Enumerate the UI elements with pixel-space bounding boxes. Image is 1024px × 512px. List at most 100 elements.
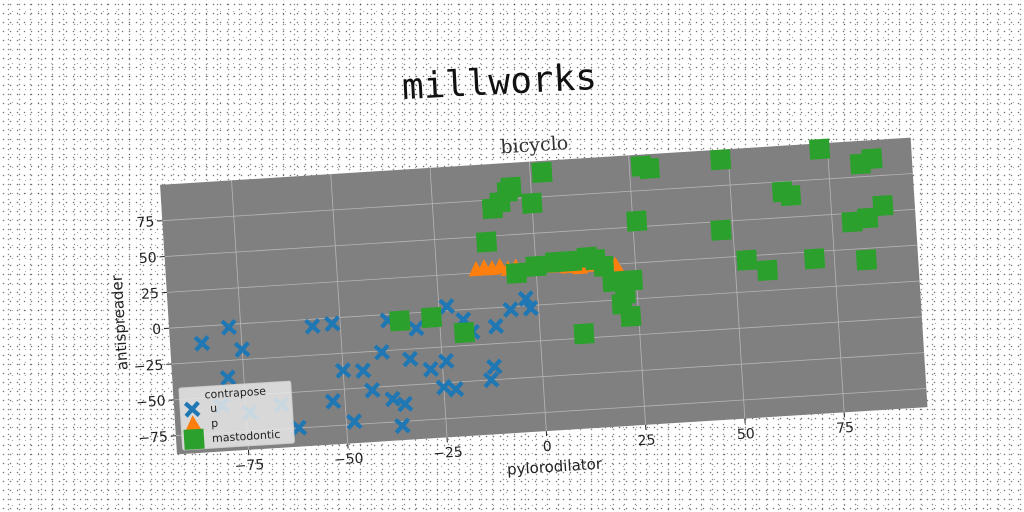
x-grid-line (628, 155, 646, 425)
data-point (396, 395, 414, 413)
y-tick-label: 25 (141, 286, 160, 303)
data-point (420, 306, 443, 329)
data-point (193, 335, 211, 352)
x-grid-line (429, 167, 448, 438)
data-point (709, 149, 732, 171)
data-point (872, 194, 894, 217)
y-grid-line (164, 208, 916, 257)
data-point (593, 255, 615, 277)
data-point (482, 371, 500, 389)
data-point (487, 318, 505, 335)
plot-area (160, 137, 928, 455)
data-point (220, 319, 238, 336)
x-tick-label: −50 (334, 451, 364, 469)
data-point (422, 361, 440, 378)
data-point (638, 157, 660, 180)
legend-label: p (211, 417, 219, 430)
y-tick-label: 75 (136, 214, 155, 231)
data-point (522, 300, 539, 317)
legend-marker-mastodontic (183, 428, 205, 450)
data-point (346, 413, 363, 430)
data-point (521, 192, 543, 214)
data-point (573, 323, 595, 345)
x-grid-line (826, 142, 845, 413)
data-point (354, 362, 372, 379)
legend-label: mastodontic (212, 428, 281, 445)
data-point (544, 251, 567, 273)
data-point (621, 269, 644, 291)
data-point (304, 318, 321, 335)
data-point (407, 320, 425, 337)
x-axis-ticks: −75 −50 −25 0 25 50 75 (234, 412, 855, 475)
data-point (736, 249, 758, 271)
data-point (502, 301, 520, 318)
legend-label: u (210, 402, 218, 415)
x-tick-label: −25 (433, 444, 463, 462)
data-point (517, 290, 535, 307)
data-point (505, 262, 528, 284)
x-tick-label: 50 (736, 426, 755, 443)
y-axis-label: antispreader (108, 274, 132, 371)
legend-marker-u (183, 401, 201, 418)
y-grid-line (169, 280, 920, 329)
data-point (525, 255, 547, 277)
y-tick-label: −50 (136, 393, 166, 411)
y-grid-line (173, 352, 925, 401)
data-point (323, 315, 341, 332)
data-point (364, 381, 381, 399)
data-point (861, 148, 883, 170)
data-point (780, 184, 802, 207)
data-point (710, 219, 732, 241)
data-point (334, 362, 352, 379)
data-point (620, 305, 642, 328)
legend-box (178, 380, 295, 451)
data-point (435, 378, 453, 396)
x-tick-label: 25 (637, 432, 656, 449)
data-point (500, 176, 522, 198)
data-point (438, 298, 456, 315)
data-point (290, 419, 308, 437)
y-tick-label: 50 (138, 250, 157, 267)
data-point (803, 248, 826, 270)
axes-title: bicyclo (500, 132, 569, 158)
data-point (233, 341, 251, 358)
x-tick-label: 75 (836, 420, 855, 437)
data-point (447, 381, 465, 398)
data-point (756, 259, 779, 282)
x-tick-label: 0 (542, 439, 552, 456)
data-point (531, 161, 553, 183)
data-point (841, 211, 863, 233)
legend-title: contrapose (204, 385, 266, 402)
legend-marker-p (185, 415, 202, 431)
data-point (389, 310, 411, 332)
data-point (373, 343, 391, 361)
x-grid-line (727, 149, 746, 419)
data-point (453, 322, 475, 344)
data-point (324, 393, 342, 410)
data-point (437, 352, 455, 370)
data-point (219, 369, 237, 387)
y-axis-ticks: −75 −50 −25 0 25 50 75 (133, 214, 176, 447)
data-point (401, 350, 419, 368)
data-point (394, 417, 411, 435)
data-point (857, 207, 879, 229)
data-point (475, 231, 498, 253)
series-mastodontic (389, 138, 894, 345)
data-point (486, 358, 503, 376)
x-axis-label: pylorodilator (507, 455, 604, 479)
y-tick-label: −25 (133, 358, 163, 376)
data-point (626, 210, 648, 232)
data-point (560, 250, 583, 272)
y-grid-line (171, 316, 922, 365)
y-tick-label: 0 (152, 322, 162, 339)
data-point (384, 390, 402, 408)
y-tick-label: −75 (138, 429, 168, 447)
figure-suptitle: millworks (401, 57, 598, 108)
x-grid-line (330, 174, 349, 444)
data-point (808, 138, 831, 160)
x-tick-label: −75 (234, 457, 264, 475)
plot-axes: −75 −50 −25 0 25 50 75 −75 −50 −25 0 25 50 75 bicycl… (108, 132, 928, 479)
data-point (855, 249, 878, 271)
